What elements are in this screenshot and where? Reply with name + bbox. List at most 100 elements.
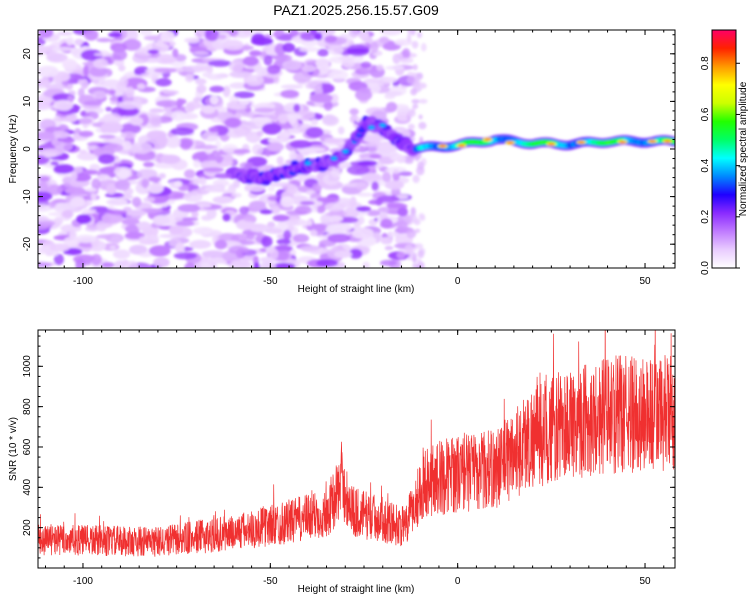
spectrogram-cell — [396, 220, 408, 230]
spectrogram-cell — [322, 115, 339, 126]
spectrogram-cell — [343, 207, 359, 219]
spectrogram-cell — [140, 208, 163, 214]
spectrogram-cell — [38, 225, 50, 230]
spectrogram-cell — [267, 64, 281, 75]
spectrogram-cell — [261, 123, 282, 135]
spectrogram-cell — [233, 91, 255, 99]
spectrogram-cell — [309, 93, 333, 103]
spectrogram-cell — [171, 110, 187, 122]
spectrogram-cell — [418, 114, 423, 120]
spectrogram-cell — [233, 128, 251, 136]
spectrogram-cell — [239, 206, 250, 215]
colorbar-tick-label: 0.8 — [700, 56, 711, 70]
spectrogram-cell — [71, 171, 78, 181]
spectrogram-cell — [385, 65, 405, 70]
spectrogram-cell — [109, 245, 117, 250]
spectrogram-cell — [341, 58, 355, 68]
spectrogram-cell — [256, 130, 264, 137]
spectrogram-cell — [44, 184, 63, 196]
spectrogram-cell — [89, 66, 108, 77]
spectrogram-cell — [649, 140, 656, 143]
spectrogram-cell — [322, 173, 340, 186]
spectrogram-cell — [77, 88, 85, 98]
spectrogram-ytick-label: 10 — [22, 95, 33, 107]
spectrogram-cell — [38, 191, 53, 202]
spectrogram-cell — [294, 205, 313, 215]
spectrogram-cell — [264, 148, 271, 157]
spectrogram-cell — [324, 137, 341, 144]
spectrogram-cell — [162, 90, 179, 95]
spectrogram-cell — [201, 250, 226, 258]
spectrogram-cell — [299, 245, 321, 252]
spectrogram-cell — [414, 243, 424, 249]
spectrogram-cell — [272, 214, 290, 222]
spectrogram-cell — [183, 191, 203, 203]
snr-xtick-label: 50 — [639, 576, 651, 587]
spectrogram-cell — [214, 239, 228, 250]
spectrogram-ytick-label: -10 — [22, 189, 33, 204]
spectrogram-cell — [359, 87, 371, 93]
spectrogram-cell — [249, 50, 262, 57]
spectrogram-cell — [306, 219, 313, 226]
spectrogram-cell — [324, 202, 346, 212]
spectrogram-cell — [91, 91, 107, 100]
spectrogram-cell — [261, 236, 273, 248]
spectrogram-cell — [76, 214, 92, 224]
spectrogram-cell — [305, 126, 324, 138]
spectrogram-cell — [211, 40, 225, 50]
spectrogram-cell — [149, 108, 165, 113]
spectrogram-cell — [379, 36, 390, 44]
spectrogram-cell — [168, 225, 184, 235]
spectrogram-cell — [185, 74, 194, 83]
spectrogram-cell — [89, 163, 101, 171]
spectrogram-cell — [175, 220, 195, 227]
spectrogram-cell — [323, 101, 333, 111]
spectrogram-cell — [222, 213, 231, 222]
spectrogram-cell — [175, 242, 185, 254]
spectrogram-cell — [311, 203, 318, 213]
spectrogram-cell — [147, 49, 160, 55]
spectrogram-cell — [664, 140, 671, 143]
spectrogram-cell — [382, 76, 398, 83]
spectrogram-cell — [66, 36, 74, 46]
spectrogram-cell — [242, 30, 252, 35]
spectrogram-cell — [270, 206, 281, 215]
spectrogram-cell — [292, 233, 310, 243]
spectrogram-ytick-label: 0 — [22, 146, 33, 152]
spectrogram-cell — [418, 121, 427, 130]
spectrogram-cell — [299, 46, 320, 53]
spectrogram-cell — [222, 154, 234, 162]
spectrogram-cell — [137, 221, 152, 232]
spectrogram-cell — [406, 76, 416, 84]
snr-frame — [37, 329, 676, 569]
spectrogram-cell — [506, 141, 514, 145]
spectrogram-cell — [231, 192, 242, 198]
spectrogram-cell — [149, 116, 162, 127]
spectrogram-cell — [380, 237, 393, 245]
spectrogram-xtick-label: -50 — [263, 276, 278, 287]
spectrogram-cell — [110, 42, 127, 53]
spectrogram-cell — [355, 206, 371, 212]
spectrogram-cell — [143, 197, 156, 203]
spectrogram-cell — [170, 127, 195, 136]
spectrogram-cell — [184, 262, 196, 268]
spectrogram-cell — [252, 143, 264, 156]
spectrogram-cell — [97, 154, 116, 164]
spectrogram-cell — [97, 174, 111, 181]
spectrogram-cell — [312, 183, 322, 192]
spectrogram-cell — [256, 67, 268, 77]
spectrogram-cell — [108, 89, 117, 95]
spectrogram-cell — [338, 55, 356, 61]
spectrogram-cell — [285, 219, 308, 226]
spectrogram-cell — [96, 37, 112, 43]
spectrogram-cell — [328, 215, 344, 222]
spectrogram-cell — [224, 117, 242, 129]
spectrogram-cell — [330, 93, 339, 104]
spectrogram-cell — [369, 153, 382, 159]
spectrogram-cell — [126, 209, 147, 217]
spectrogram-cell — [84, 187, 97, 193]
snr-panel: -100 -50 0 50 200 400 600 800 1000 Height of str… — [8, 329, 676, 595]
spectrogram-cell — [106, 183, 117, 195]
spectrogram-cell — [332, 157, 336, 160]
spectrogram-cell — [50, 161, 59, 166]
